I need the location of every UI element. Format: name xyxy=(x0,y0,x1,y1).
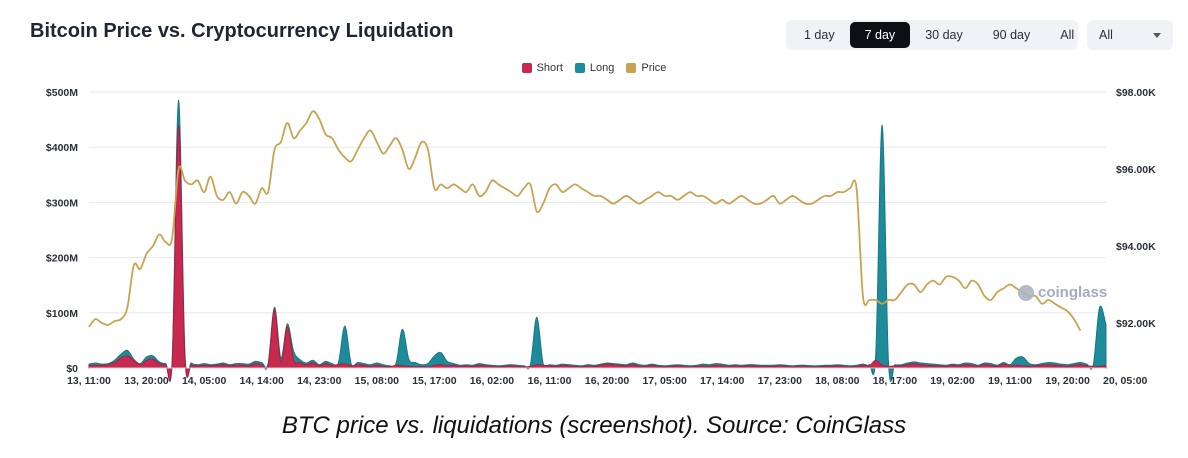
exchange-select-value: All xyxy=(1099,28,1113,42)
x-tick-label: 15, 08:00 xyxy=(355,375,400,387)
chart-legend: Short Long Price xyxy=(0,62,1188,74)
legend-item-short[interactable]: Short xyxy=(521,62,563,74)
legend-label-long: Long xyxy=(589,62,615,74)
chevron-down-icon xyxy=(1153,32,1161,38)
y-left-tick-label: $400M xyxy=(46,142,78,154)
y-left-tick-label: $300M xyxy=(46,197,78,209)
x-tick-label: 18, 17:00 xyxy=(873,375,918,387)
range-button-90-day[interactable]: 90 day xyxy=(992,28,1031,42)
figure-caption: BTC price vs. liquidations (screenshot).… xyxy=(281,412,907,439)
x-tick-label: 13, 11:00 xyxy=(67,375,111,387)
x-tick-label: 19, 11:00 xyxy=(988,375,1032,387)
x-tick-label: 15, 17:00 xyxy=(412,375,457,387)
range-button-30-day[interactable]: 30 day xyxy=(925,28,963,42)
price-line-group xyxy=(88,110,1082,332)
y-left-tick-label: $0 xyxy=(66,363,78,375)
y-left-tick-label: $500M xyxy=(46,87,78,99)
y-left-tick-label: $100M xyxy=(46,308,78,320)
time-range-selector: 1 day 7 day 30 day 90 day All xyxy=(786,20,1078,50)
x-tick-label: 17, 23:00 xyxy=(758,375,803,387)
long-liquidation-area xyxy=(88,99,1107,382)
x-tick-label: 18, 08:00 xyxy=(815,375,860,387)
legend-label-short: Short xyxy=(536,62,563,74)
chart-gridlines xyxy=(89,91,1106,369)
legend-item-price[interactable]: Price xyxy=(626,62,666,74)
short-liquidation-area xyxy=(88,124,1107,382)
range-button-1-day[interactable]: 1 day xyxy=(804,28,835,42)
x-tick-label: 16, 02:00 xyxy=(470,375,515,387)
legend-item-long[interactable]: Long xyxy=(574,62,615,74)
price-swatch-icon xyxy=(626,63,637,73)
coinglass-watermark: coinglass xyxy=(1018,284,1107,301)
chart-title: Bitcoin Price vs. Cryptocurrency Liquida… xyxy=(30,20,454,42)
x-tick-label: 14, 23:00 xyxy=(297,375,342,387)
price-line xyxy=(88,110,1082,332)
x-tick-label: 14, 14:00 xyxy=(240,375,285,387)
y-axis-left: $0 $100M $200M $300M $400M $500M xyxy=(46,87,78,375)
legend-label-price: Price xyxy=(641,62,667,74)
liquidation-areas xyxy=(88,99,1107,382)
y-right-tick-label: $96.00K xyxy=(1116,164,1156,176)
x-tick-label: 16, 20:00 xyxy=(585,375,630,387)
y-axis-right: $92.00K $94.00K $96.00K $98.00K xyxy=(1116,87,1156,330)
short-swatch-icon xyxy=(521,63,532,73)
exchange-select[interactable]: All xyxy=(1087,20,1173,50)
x-tick-label: 13, 20:00 xyxy=(124,375,169,387)
x-tick-label: 14, 05:00 xyxy=(182,375,227,387)
long-swatch-icon xyxy=(574,63,585,73)
x-axis: 13, 11:00 13, 20:00 14, 05:00 14, 14:00 14, … xyxy=(67,367,1148,387)
x-tick-label: 19, 02:00 xyxy=(930,375,975,387)
range-button-7-day[interactable]: 7 day xyxy=(849,22,911,48)
watermark-text: coinglass xyxy=(1038,284,1108,301)
x-tick-label: 19, 20:00 xyxy=(1045,375,1090,387)
y-right-tick-label: $98.00K xyxy=(1116,87,1156,99)
x-tick-label: 17, 05:00 xyxy=(642,375,687,387)
x-tick-label: 20, 05:00 xyxy=(1103,375,1148,387)
x-tick-label: 17, 14:00 xyxy=(700,375,745,387)
y-right-tick-label: $94.00K xyxy=(1116,241,1156,253)
y-right-tick-label: $92.00K xyxy=(1116,318,1156,330)
x-tick-label: 16, 11:00 xyxy=(528,375,572,387)
range-button-all[interactable]: All xyxy=(1060,28,1075,42)
liquidation-price-chart: $0 $100M $200M $300M $400M $500M $92.00K $94.0… xyxy=(46,87,1156,387)
coinglass-logo-icon xyxy=(1018,284,1034,301)
y-left-tick-label: $200M xyxy=(46,253,78,265)
